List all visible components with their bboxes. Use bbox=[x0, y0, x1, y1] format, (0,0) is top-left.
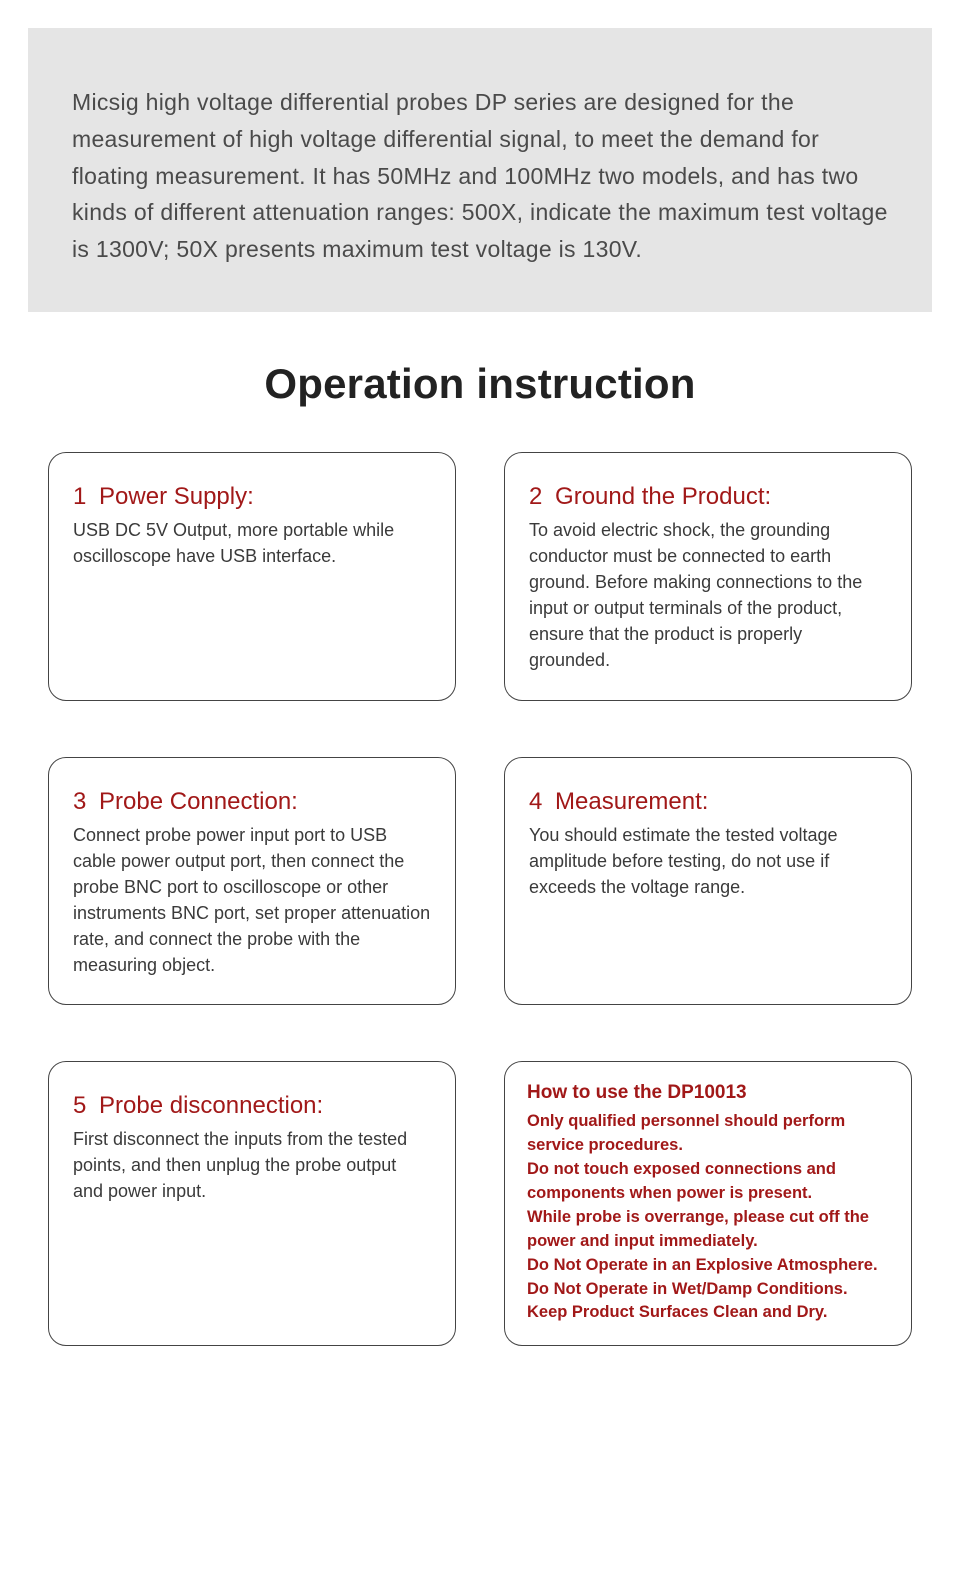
warning-line: Do not touch exposed connections and com… bbox=[527, 1158, 889, 1206]
card-power-supply: 1 Power Supply: USB DC 5V Output, more p… bbox=[48, 452, 456, 701]
card-body: To avoid electric shock, the grounding c… bbox=[529, 517, 887, 674]
card-title: 2 Ground the Product: bbox=[529, 483, 887, 511]
card-ground-product: 2 Ground the Product: To avoid electric … bbox=[504, 452, 912, 701]
card-body: You should estimate the tested voltage a… bbox=[529, 822, 887, 900]
card-body: USB DC 5V Output, more portable while os… bbox=[73, 517, 431, 569]
warning-title: How to use the DP10013 bbox=[527, 1082, 889, 1104]
warning-line: Do Not Operate in an Explosive Atmospher… bbox=[527, 1254, 889, 1278]
card-title-text: Measurement: bbox=[555, 788, 708, 815]
card-title: 5 Probe disconnection: bbox=[73, 1092, 431, 1120]
card-probe-connection: 3 Probe Connection: Connect probe power … bbox=[48, 757, 456, 1006]
warning-line: Only qualified personnel should perform … bbox=[527, 1110, 889, 1158]
card-title: 4 Measurement: bbox=[529, 788, 887, 816]
card-title-text: Probe Connection: bbox=[99, 788, 298, 815]
card-number: 1 bbox=[73, 483, 86, 510]
card-title: 3 Probe Connection: bbox=[73, 788, 431, 816]
card-safety-warnings: How to use the DP10013 Only qualified pe… bbox=[504, 1061, 912, 1346]
intro-text: Micsig high voltage differential probes … bbox=[72, 84, 888, 268]
card-title-text: Ground the Product: bbox=[555, 483, 771, 510]
card-number: 5 bbox=[73, 1092, 86, 1119]
intro-panel: Micsig high voltage differential probes … bbox=[28, 28, 932, 312]
warning-line: Do Not Operate in Wet/Damp Conditions. bbox=[527, 1278, 889, 1302]
card-title-text: Power Supply: bbox=[99, 483, 254, 510]
warning-line: Keep Product Surfaces Clean and Dry. bbox=[527, 1301, 889, 1325]
card-measurement: 4 Measurement: You should estimate the t… bbox=[504, 757, 912, 1006]
section-heading: Operation instruction bbox=[0, 360, 960, 408]
warning-line: While probe is overrange, please cut off… bbox=[527, 1206, 889, 1254]
card-title: 1 Power Supply: bbox=[73, 483, 431, 511]
card-title-text: Probe disconnection: bbox=[99, 1092, 323, 1119]
card-body: Connect probe power input port to USB ca… bbox=[73, 822, 431, 979]
card-probe-disconnection: 5 Probe disconnection: First disconnect … bbox=[48, 1061, 456, 1346]
card-number: 4 bbox=[529, 788, 542, 815]
card-body: First disconnect the inputs from the tes… bbox=[73, 1126, 431, 1204]
card-number: 3 bbox=[73, 788, 86, 815]
card-number: 2 bbox=[529, 483, 542, 510]
instruction-cards-grid: 1 Power Supply: USB DC 5V Output, more p… bbox=[0, 452, 960, 1378]
